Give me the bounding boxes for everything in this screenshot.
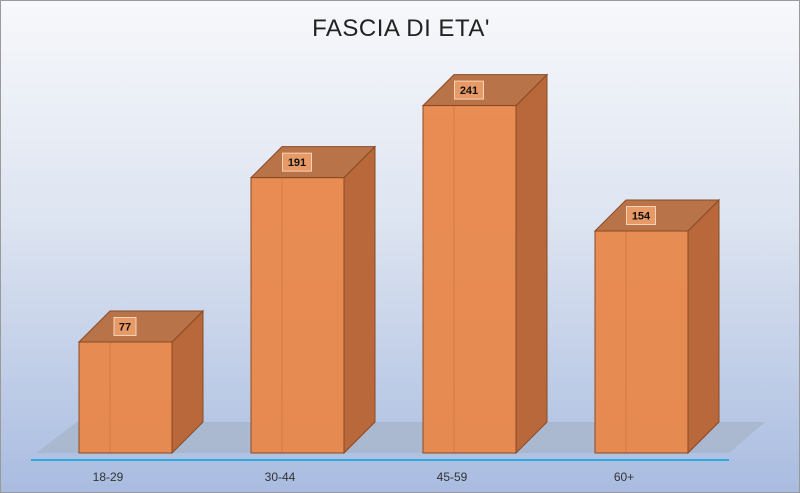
chart-floor xyxy=(36,422,765,453)
value-label-45-59: 241 xyxy=(460,85,478,97)
category-label-30-44: 30-44 xyxy=(265,470,296,484)
value-label-box-60+ xyxy=(626,206,656,225)
value-label-18-29: 77 xyxy=(119,322,131,334)
value-label-box-30-44 xyxy=(282,152,312,172)
category-label-45-59: 45-59 xyxy=(437,470,468,484)
bar-60+ xyxy=(594,230,689,454)
value-label-box-18-29 xyxy=(113,317,137,336)
bar-30-44 xyxy=(250,177,345,454)
value-label-60+: 154 xyxy=(632,211,651,223)
bar-18-29 xyxy=(78,341,173,454)
category-label-18-29: 18-29 xyxy=(93,470,124,484)
value-label-30-44: 191 xyxy=(288,157,306,169)
bar-side-45-59 xyxy=(515,73,548,455)
bar-side-60+ xyxy=(687,198,720,455)
value-label-box-45-59 xyxy=(454,80,484,100)
bar-side-30-44 xyxy=(343,145,376,455)
category-label-60+: 60+ xyxy=(614,470,634,484)
chart-title: FASCIA DI ETA' xyxy=(312,15,490,42)
bar-45-59 xyxy=(422,105,517,454)
